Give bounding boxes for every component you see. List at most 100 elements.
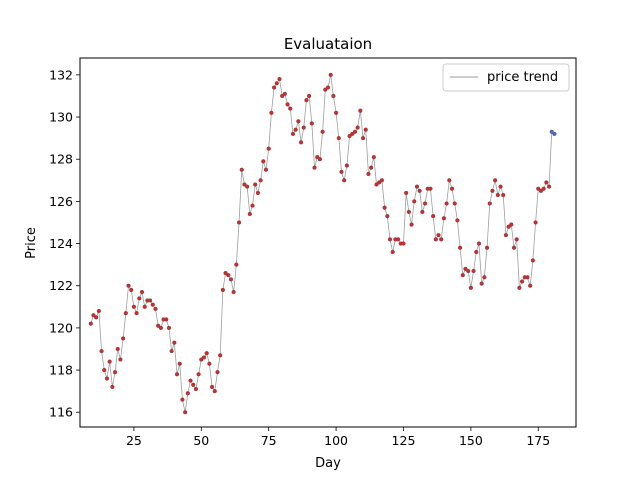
data-point [234,262,239,267]
x-axis: 25 50 75 100 125 150 175 [126,427,550,448]
plot-marks [88,72,557,415]
y-tick-label: 118 [49,363,73,378]
data-point [525,275,530,280]
data-point [99,348,104,354]
data-point [441,216,447,221]
data-point [471,268,476,274]
data-point [498,184,503,189]
data-point [385,214,390,219]
data-point [493,178,498,183]
data-point [484,245,490,250]
data-point [382,205,387,210]
data-point [296,119,301,124]
data-point [274,81,279,86]
data-point [339,169,344,174]
data-point [231,289,236,295]
data-point [466,268,471,274]
data-point [501,192,506,198]
data-point [360,136,366,141]
data-point [183,410,188,415]
data-point [511,245,517,250]
data-point [355,125,360,130]
data-point [433,237,438,242]
data-point [342,178,347,183]
data-point [449,186,455,191]
data-point [121,336,126,341]
data-point [528,283,533,288]
data-point [209,384,215,390]
y-tick-label: 128 [49,152,73,167]
data-point [431,214,436,219]
y-axis-title: Price [24,227,39,259]
data-point [301,125,306,130]
data-point [236,220,242,225]
data-point [420,209,425,215]
data-point [177,361,182,366]
data-point [541,186,546,191]
data-point [277,76,282,82]
y-tick-label: 122 [49,278,73,293]
legend-box [442,63,570,92]
x-tick-label: 75 [261,433,277,448]
data-point [255,190,261,196]
y-tick-label: 126 [49,194,73,209]
data-point [414,184,420,189]
data-point [196,372,201,377]
data-point [304,98,309,103]
data-point [366,171,371,177]
x-tick-label: 150 [459,433,483,448]
y-tick-label: 130 [49,110,73,125]
data-point [226,273,231,278]
legend-label: price trend [487,70,558,85]
data-point [193,386,199,392]
data-point [490,188,495,193]
data-point [387,237,393,242]
y-tick-label: 120 [49,320,73,335]
data-point [309,121,314,126]
data-point [263,167,269,172]
data-point [476,241,482,246]
data-point [239,167,244,172]
data-point [218,353,223,358]
data-point [468,285,473,290]
data-point [153,306,158,312]
data-point [164,317,169,322]
data-point [293,127,298,132]
data-point [261,159,266,164]
data-point [439,237,444,242]
data-point [369,165,374,170]
data-point [452,201,457,206]
data-point [517,285,522,290]
data-point [328,72,333,77]
data-point [102,367,107,373]
data-point [185,391,190,396]
data-point [271,85,277,90]
data-point [455,218,460,223]
data-point [317,157,323,162]
data-point [552,131,557,137]
data-point [307,93,312,99]
y-tick-label: 124 [49,236,73,251]
data-point [546,184,552,189]
x-tick-label: 175 [526,433,550,448]
data-point [180,397,185,402]
data-point [325,85,331,90]
data-point [137,296,142,301]
data-point [503,233,509,238]
data-point [191,382,196,387]
data-point [94,315,99,320]
legend: price trend [442,63,570,92]
data-point [358,108,363,113]
data-point [131,304,137,309]
data-point [390,249,395,255]
data-point [401,241,406,246]
data-point [166,325,172,330]
x-tick-label: 100 [324,433,348,448]
data-point [129,287,134,293]
data-point [110,384,115,390]
data-point [495,192,500,198]
data-point [412,199,417,204]
data-point [460,273,465,278]
data-point [395,237,401,242]
